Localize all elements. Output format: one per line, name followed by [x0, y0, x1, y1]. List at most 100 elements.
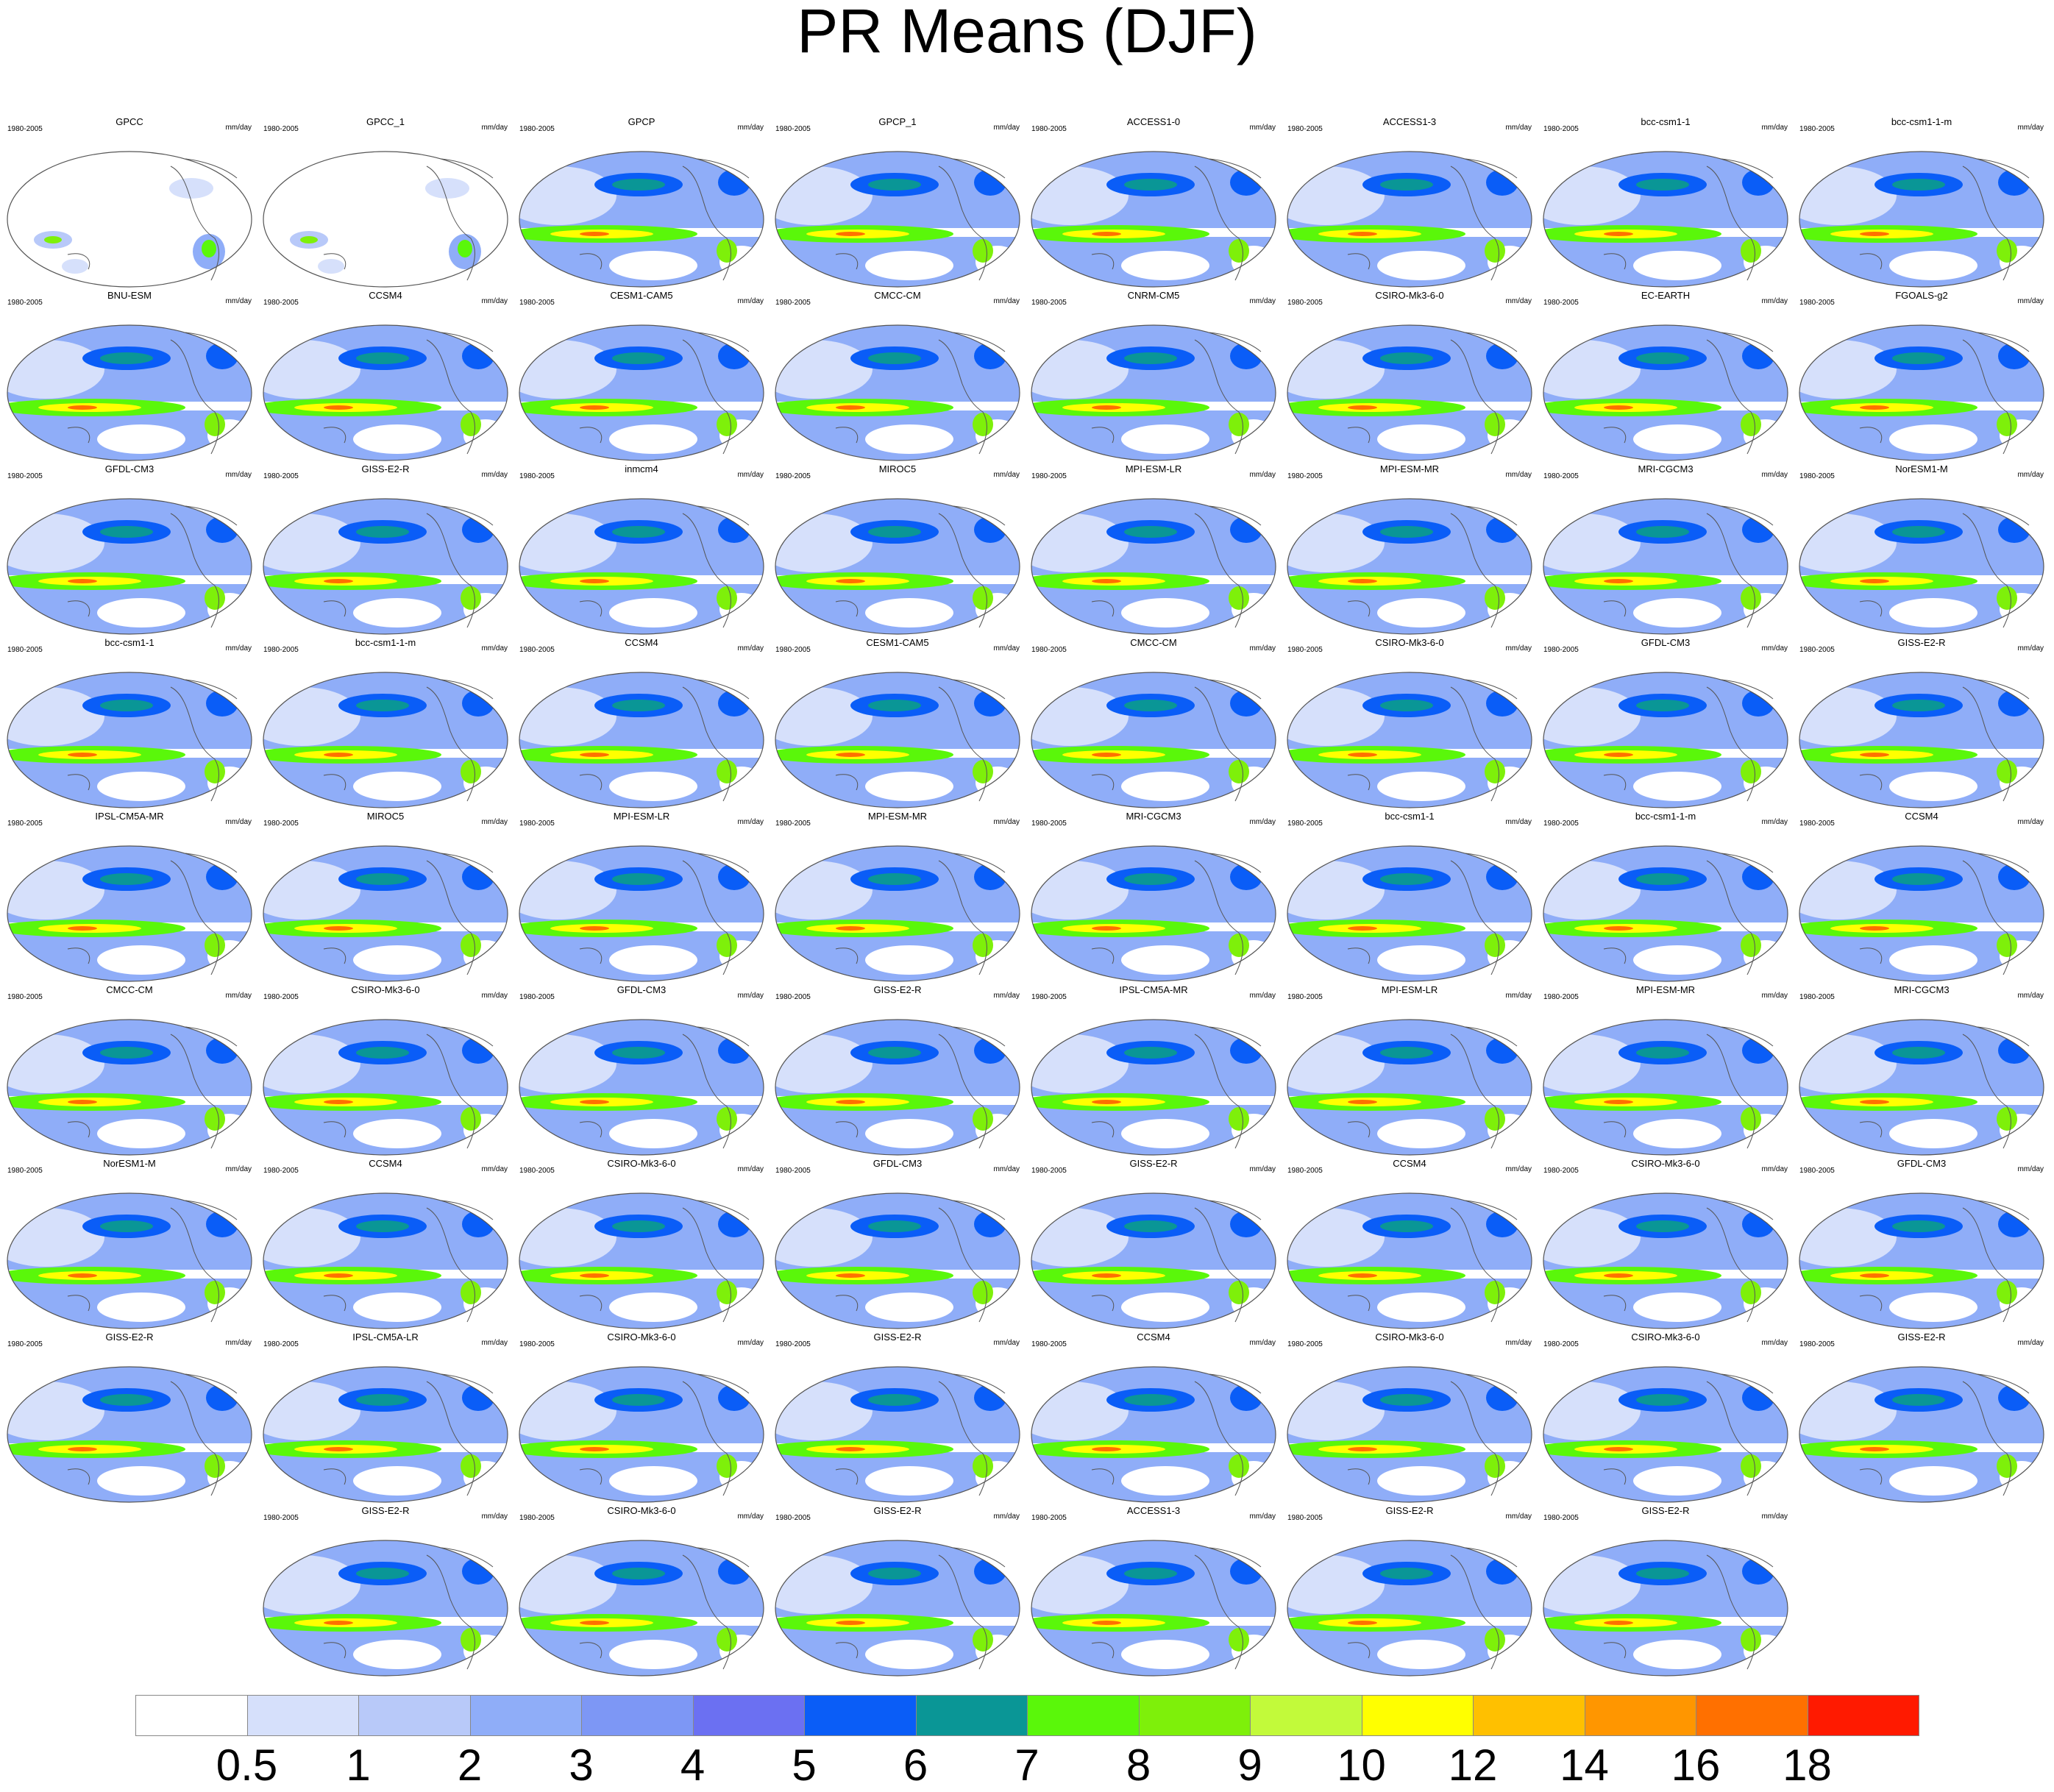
panel-period: 1980-2005	[1799, 819, 1835, 828]
world-map	[519, 1192, 764, 1329]
colorbar-tick-label: 9	[1237, 1741, 1262, 1790]
map-panel: 1980-2005 CSIRO-Mk3-6-0 mm/day	[1538, 1330, 1794, 1504]
panel-period: 1980-2005	[519, 819, 555, 828]
world-map	[1031, 1019, 1276, 1156]
panel-model-name: MRI-CGCM3	[1894, 984, 1950, 995]
panel-model-name: GISS-E2-R	[361, 1505, 410, 1516]
panel-units: mm/day	[737, 644, 764, 653]
panel-period: 1980-2005	[1287, 1167, 1323, 1175]
map-panel: 1980-2005 CSIRO-Mk3-6-0 mm/day	[514, 1330, 770, 1504]
map-panel: 1980-2005 GISS-E2-R mm/day	[770, 983, 1026, 1156]
panel-model-name: ACCESS1-0	[1126, 116, 1181, 127]
world-map	[775, 672, 1020, 808]
panel-units: mm/day	[1505, 992, 1532, 1000]
panel-period: 1980-2005	[263, 299, 299, 307]
world-map	[775, 1540, 1020, 1677]
panel-period: 1980-2005	[519, 1514, 555, 1522]
map-panel: 1980-2005 MPI-ESM-LR mm/day	[514, 809, 770, 983]
colorbar-tick-label: 3	[569, 1741, 594, 1790]
panel-units: mm/day	[1761, 818, 1788, 826]
panel-units: mm/day	[737, 1512, 764, 1521]
world-map	[7, 672, 252, 808]
map-panel: 1980-2005 GFDL-CM3 mm/day	[1, 462, 257, 636]
panel-period: 1980-2005	[1543, 646, 1579, 654]
panel-units: mm/day	[1249, 297, 1276, 305]
panel-period: 1980-2005	[263, 993, 299, 1001]
map-panel: 1980-2005 CCSM4 mm/day	[257, 1156, 514, 1330]
panel-units: mm/day	[1761, 992, 1788, 1000]
panel-units: mm/day	[481, 124, 508, 132]
panel-units: mm/day	[481, 992, 508, 1000]
map-panel: 1980-2005 GISS-E2-R mm/day	[257, 462, 514, 636]
panel-units: mm/day	[1761, 124, 1788, 132]
map-panel: 1980-2005 CSIRO-Mk3-6-0 mm/day	[514, 1156, 770, 1330]
panel-units: mm/day	[225, 297, 252, 305]
panel-model-name: CSIRO-Mk3-6-0	[351, 984, 420, 995]
map-panel: 1980-2005 bcc-csm1-1-m mm/day	[1794, 115, 2050, 288]
panel-period: 1980-2005	[1031, 646, 1067, 654]
world-map	[775, 1192, 1020, 1329]
world-map	[519, 1019, 764, 1156]
colorbar-swatch	[1696, 1695, 1808, 1736]
panel-units: mm/day	[481, 297, 508, 305]
panel-model-name: GFDL-CM3	[616, 984, 667, 995]
map-panel: 1980-2005 bcc-csm1-1 mm/day	[1538, 115, 1794, 288]
colorbar-swatch	[246, 1695, 359, 1736]
map-panel: 1980-2005 MRI-CGCM3 mm/day	[1794, 983, 2050, 1156]
map-panel: 1980-2005 CESM1-CAM5 mm/day	[770, 636, 1026, 809]
world-map	[775, 1366, 1020, 1503]
world-map	[1543, 672, 1788, 808]
panel-model-name: GISS-E2-R	[1897, 1331, 1946, 1343]
panel-period: 1980-2005	[1543, 125, 1579, 133]
map-panel: 1980-2005 inmcm4 mm/day	[514, 462, 770, 636]
panel-model-name: GFDL-CM3	[873, 1158, 923, 1169]
panel-period: 1980-2005	[263, 1514, 299, 1522]
map-panel: 1980-2005 GISS-E2-R mm/day	[1538, 1504, 1794, 1677]
panel-period: 1980-2005	[1543, 819, 1579, 828]
panel-period: 1980-2005	[519, 125, 555, 133]
map-panel: 1980-2005 MRI-CGCM3 mm/day	[1026, 809, 1282, 983]
colorbar-tick-label: 2	[457, 1741, 483, 1790]
world-map	[7, 1019, 252, 1156]
panel-units: mm/day	[1249, 471, 1276, 479]
colorbar-tick-label: 8	[1126, 1741, 1151, 1790]
panel-model-name: CCSM4	[369, 1158, 402, 1169]
panel-units: mm/day	[1249, 1339, 1276, 1347]
world-map	[263, 151, 508, 288]
panel-period: 1980-2005	[1031, 993, 1067, 1001]
world-map	[263, 1366, 508, 1503]
panel-units: mm/day	[1505, 1339, 1532, 1347]
panel-period: 1980-2005	[1031, 125, 1067, 133]
panel-model-name: FGOALS-g2	[1895, 290, 1948, 301]
panel-units: mm/day	[1761, 297, 1788, 305]
panel-period: 1980-2005	[1799, 1340, 1835, 1348]
colorbar-swatch	[581, 1695, 694, 1736]
panel-model-name: GPCC	[116, 116, 143, 127]
world-map	[1799, 151, 2044, 288]
panel-units: mm/day	[225, 644, 252, 653]
panel-units: mm/day	[993, 297, 1020, 305]
world-map	[519, 1366, 764, 1503]
world-map	[1031, 1366, 1276, 1503]
figure-title: PR Means (DJF)	[797, 0, 1257, 65]
map-panel: 1980-2005 CSIRO-Mk3-6-0 mm/day	[1282, 288, 1538, 462]
map-panel: 1980-2005 IPSL-CM5A-LR mm/day	[257, 1330, 514, 1504]
panel-model-name: bcc-csm1-1-m	[1891, 116, 1952, 127]
panel-model-name: MPI-ESM-MR	[867, 811, 928, 822]
colorbar-tick-label: 16	[1671, 1741, 1721, 1790]
colorbar-tick-label: 12	[1448, 1741, 1498, 1790]
panel-period: 1980-2005	[7, 472, 43, 480]
panel-period: 1980-2005	[263, 819, 299, 828]
panel-period: 1980-2005	[1799, 993, 1835, 1001]
panel-period: 1980-2005	[7, 1167, 43, 1175]
panel-model-name: NorESM1-M	[1895, 463, 1948, 474]
panel-units: mm/day	[2017, 124, 2044, 132]
world-map	[1287, 1192, 1532, 1329]
panel-model-name: ACCESS1-3	[1126, 1505, 1181, 1516]
world-map	[1799, 1019, 2044, 1156]
panel-model-name: GISS-E2-R	[1897, 637, 1946, 648]
world-map	[1287, 151, 1532, 288]
map-panel: 1980-2005 CCSM4 mm/day	[514, 636, 770, 809]
world-map	[263, 672, 508, 808]
map-panel: 1980-2005 IPSL-CM5A-MR mm/day	[1026, 983, 1282, 1156]
